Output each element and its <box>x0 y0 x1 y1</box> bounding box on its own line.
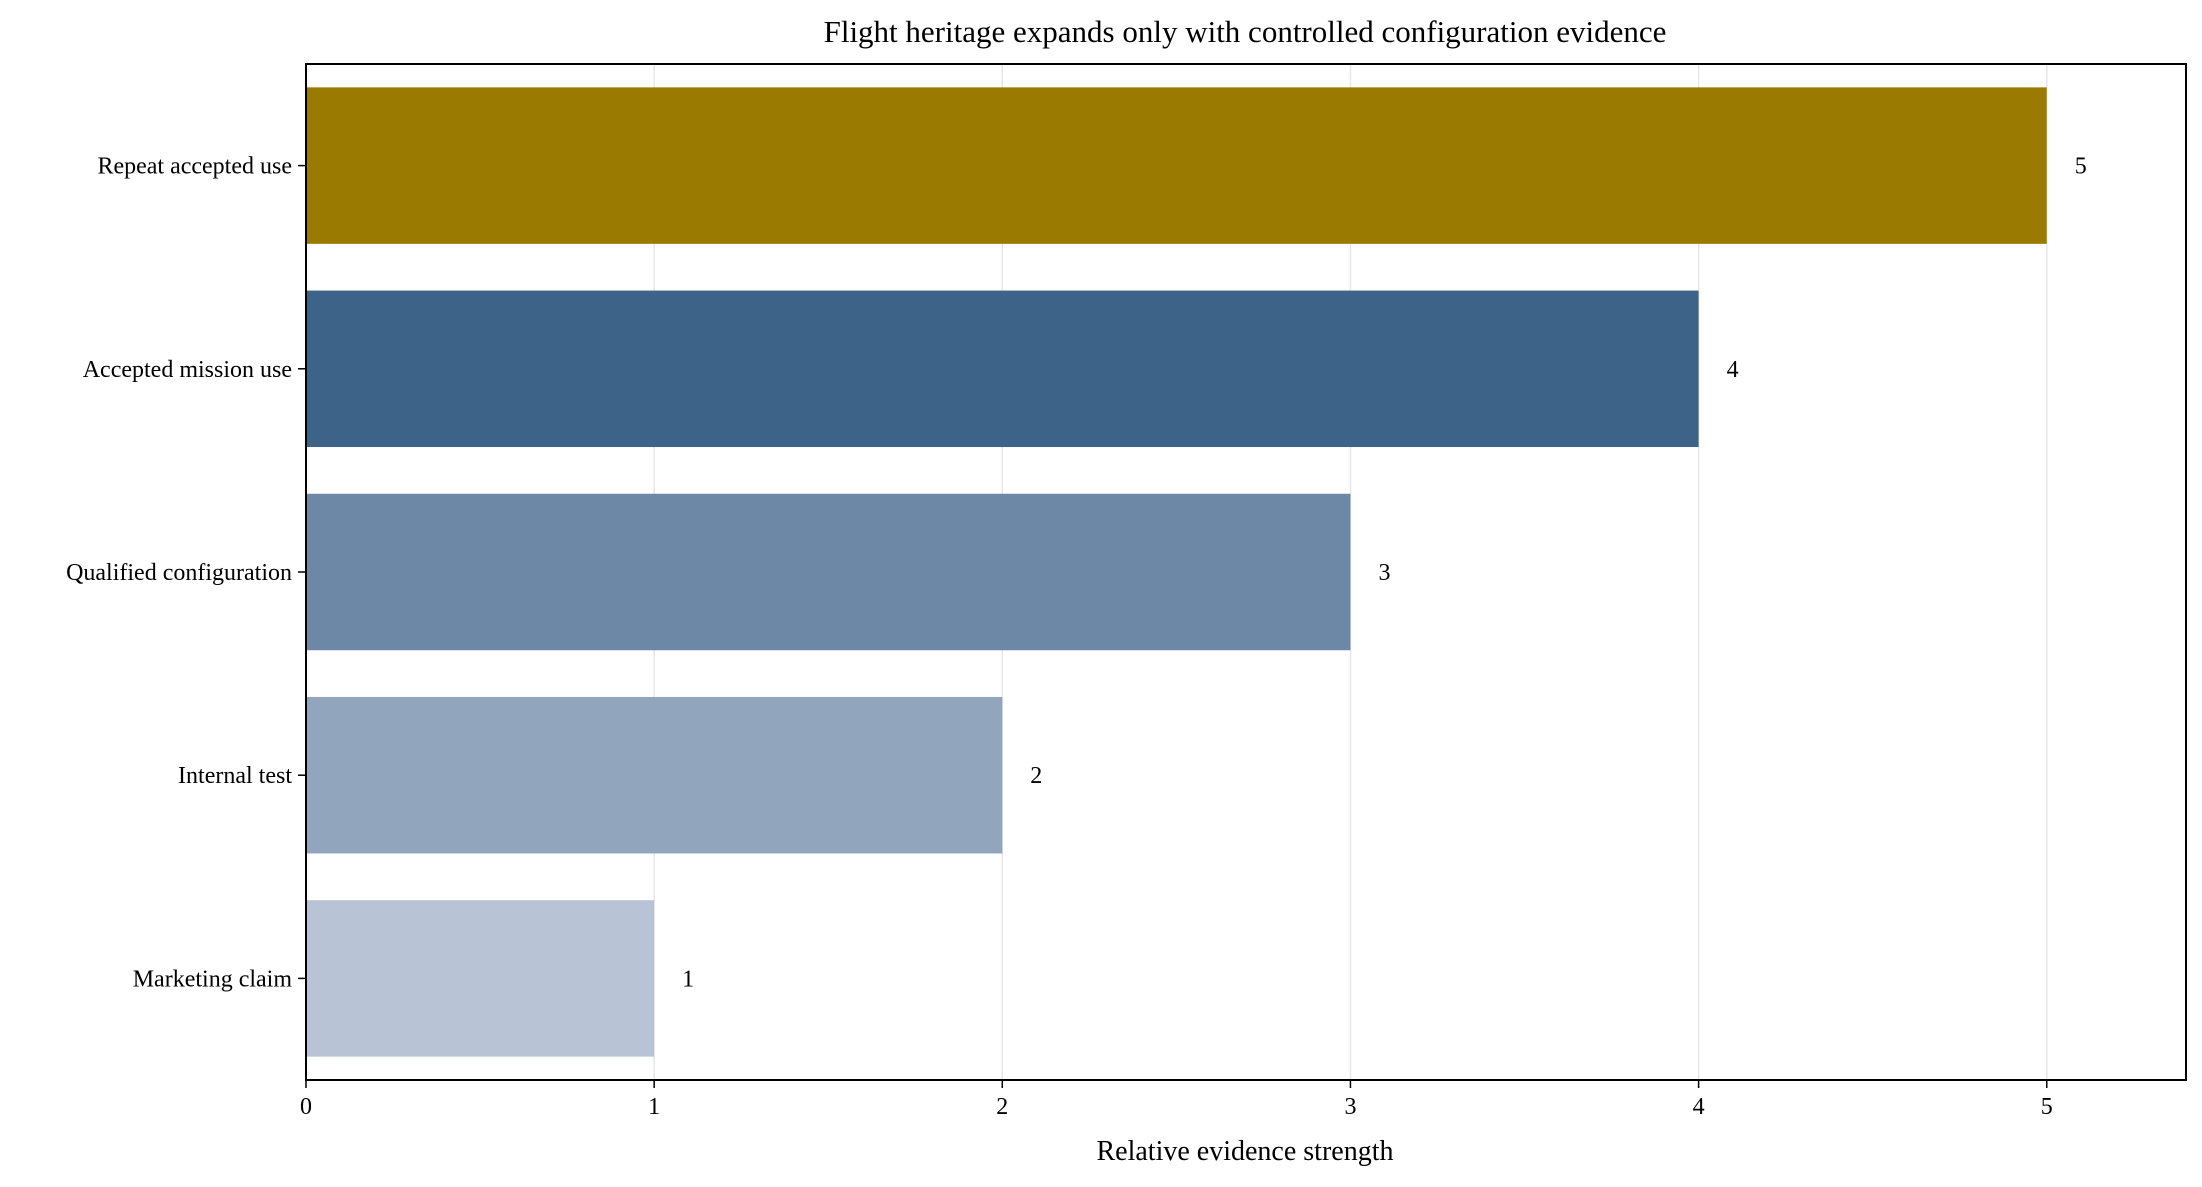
y-tick-label: Accepted mission use <box>83 357 292 383</box>
x-tick-label: 5 <box>2041 1094 2053 1120</box>
x-axis-label: Relative evidence strength <box>1097 1136 1394 1167</box>
data-label: 4 <box>1727 357 1739 383</box>
y-tick-label: Qualified configuration <box>66 560 292 586</box>
x-tick-label: 1 <box>648 1094 660 1120</box>
bars <box>306 87 2047 1057</box>
bar-repeat-accepted-use <box>306 87 2047 244</box>
data-labels: 1 2 3 4 5 <box>682 154 2087 993</box>
y-tick-label: Repeat accepted use <box>97 154 292 180</box>
y-tick-label: Marketing claim <box>133 966 293 992</box>
chart-title: Flight heritage expands only with contro… <box>824 14 1667 49</box>
bar-internal-test <box>306 696 1003 854</box>
y-tick-label: Internal test <box>178 763 292 789</box>
data-label: 1 <box>682 966 694 992</box>
bar-qualified-configuration <box>306 493 1351 651</box>
x-tick-label: 2 <box>996 1094 1008 1120</box>
data-label: 3 <box>1378 560 1390 586</box>
bar-marketing-claim <box>306 900 655 1057</box>
x-axis: 0 1 2 3 4 5 <box>300 1080 2053 1120</box>
data-label: 2 <box>1030 763 1042 789</box>
x-tick-label: 0 <box>300 1094 312 1120</box>
data-label: 5 <box>2075 154 2087 180</box>
x-tick-label: 4 <box>1693 1094 1705 1120</box>
bar-accepted-mission-use <box>306 290 1699 448</box>
x-tick-label: 3 <box>1344 1094 1356 1120</box>
y-axis: Marketing claim Internal test Qualified co… <box>66 154 306 992</box>
